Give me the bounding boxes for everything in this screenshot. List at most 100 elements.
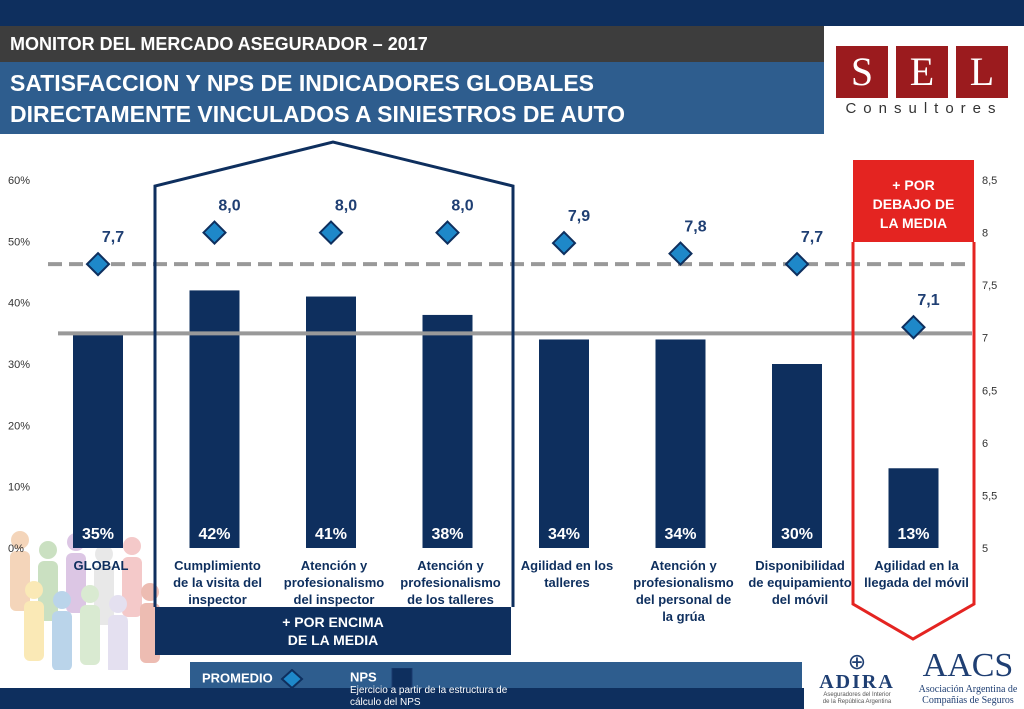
people-illustration (10, 531, 160, 670)
nps-bars (73, 290, 939, 548)
category-label: Agilidad en la llegada del móvil (864, 558, 969, 590)
monitor-label: MONITOR DEL MERCADO ASEGURADOR – 2017 (0, 26, 824, 62)
promedio-value-label: 7,9 (568, 208, 590, 225)
category-label-line: del móvil (772, 592, 828, 607)
right-axis-tick-label: 6 (982, 438, 988, 450)
category-label-line: de la visita del (173, 575, 262, 590)
category-label-line: Disponibilidad (755, 558, 845, 573)
category-label-line: profesionalismo (284, 575, 384, 590)
promedio-marker (668, 241, 693, 267)
adira-desc-2: de la República Argentina (822, 699, 892, 705)
above-average-frame (153, 140, 515, 607)
right-axis-tick-label: 7 (982, 333, 988, 345)
nps-value-label: 13% (897, 526, 929, 543)
category-label: Disponibilidad de equipamiento del móvil (748, 558, 851, 607)
category-label-line: la grúa (662, 609, 705, 624)
right-axis-tick-label: 5,5 (982, 490, 997, 502)
nps-bar (189, 290, 240, 548)
nps-value-label: 41% (315, 526, 347, 543)
bar-value-labels: 35% 42% 41% 38% 34% 34% 30% 13% (82, 526, 930, 543)
right-axis: 5 5,5 6 6,5 7 7,5 8 8,5 (982, 175, 997, 555)
category-label-line: Agilidad en la (874, 558, 959, 573)
category-label: GLOBAL (74, 558, 129, 573)
right-axis-tick-label: 5 (982, 543, 988, 555)
nps-bar (306, 296, 356, 548)
nps-satisfaction-chart: 0% 10% 20% 30% 40% 50% 60% 5 5,5 6 6,5 7 7,5 8 8,5 35… (8, 140, 997, 641)
reference-lines (48, 262, 972, 336)
promedio-marker (318, 220, 344, 245)
below-average-label-2: DEBAJO DE (872, 196, 955, 212)
promedio-marker (551, 230, 577, 256)
right-axis-tick-label: 8,5 (982, 175, 997, 187)
category-label-line: GLOBAL (74, 558, 129, 573)
left-axis-tick-label: 10% (8, 482, 30, 494)
aacs-logo: AACS Asociación Argentina de Compañías d… (914, 648, 1022, 708)
category-label: Atención y profesionalismo del inspector (284, 558, 384, 607)
nps-value-label: 38% (431, 526, 463, 543)
nps-bar (422, 314, 473, 548)
nps-bar (772, 364, 822, 548)
above-average-label-2: DE LA MEDIA (287, 632, 379, 648)
legend-note: Ejercicio a partir de la estructura de c… (350, 685, 508, 708)
below-average-frame (851, 242, 976, 641)
category-label-line: inspector (188, 592, 247, 607)
promedio-marker (85, 251, 111, 277)
logo-letter-s: S (836, 46, 888, 98)
category-label-line: llegada del móvil (864, 575, 969, 590)
legend-nps: NPS (350, 667, 414, 689)
category-label-line: del personal de (636, 592, 731, 607)
promedio-marker (202, 220, 227, 245)
logo-letter-l: L (956, 46, 1008, 98)
left-axis-tick-label: 20% (8, 420, 30, 432)
promedio-value-label: 7,7 (102, 229, 124, 246)
category-label-line: Atención y (417, 558, 484, 573)
category-label: Cumplimiento de la visita del inspector (173, 558, 262, 607)
left-axis-tick-label: 60% (8, 175, 30, 187)
category-label-line: talleres (544, 575, 590, 590)
category-label-line: de equipamiento (748, 575, 851, 590)
below-average-label-1: + POR (892, 177, 935, 193)
promedio-value-label: 7,8 (684, 219, 706, 236)
nps-value-label: 42% (198, 526, 230, 543)
promedio-value-label: 7,1 (917, 292, 939, 309)
above-average-box: + POR ENCIMA DE LA MEDIA (155, 607, 511, 655)
category-label-line: profesionalismo (633, 575, 733, 590)
category-label-line: de los talleres (407, 592, 494, 607)
adira-mark-icon: ⊕ (847, 649, 867, 674)
adira-desc-1: Aseguradores del Interior (823, 692, 891, 698)
nps-value-label: 35% (82, 526, 114, 543)
legend-promedio-label: PROMEDIO (202, 670, 273, 686)
logo-letter-e: E (896, 46, 948, 98)
left-axis: 0% 10% 20% 30% 40% 50% 60% (8, 175, 30, 555)
left-axis-tick-label: 40% (8, 298, 30, 310)
below-average-label-3: LA MEDIA (879, 215, 948, 231)
nps-value-label: 30% (781, 526, 813, 543)
promedio-markers (85, 220, 926, 340)
aacs-name: AACS (922, 647, 1014, 684)
logo-subtitle: Consultores (845, 100, 1003, 117)
aacs-desc-2: Compañías de Seguros (922, 695, 1014, 706)
nps-bar (888, 468, 939, 548)
promedio-marker (784, 251, 810, 277)
adira-name: ADIRA (819, 671, 895, 693)
promedio-value-label: 7,7 (801, 229, 823, 246)
page-title: SATISFACCION Y NPS DE INDICADORES GLOBAL… (0, 62, 824, 134)
legend-promedio: PROMEDIO (202, 668, 304, 690)
title-line-2: DIRECTAMENTE VINCULADOS A SINIESTROS DE … (10, 101, 626, 127)
category-label-line: Cumplimiento (174, 558, 261, 573)
category-label: Atención y profesionalismo del personal de… (633, 558, 733, 624)
marker-value-labels: 7,7 8,0 8,0 8,0 7,9 7,8 7,7 7,1 (102, 198, 940, 310)
diamond-icon (280, 668, 304, 690)
nps-value-label: 34% (548, 526, 580, 543)
legend-nps-label: NPS (350, 669, 377, 685)
aacs-desc-1: Asociación Argentina de (918, 684, 1018, 695)
left-axis-tick-label: 30% (8, 359, 30, 371)
category-label-line: del inspector (294, 592, 375, 607)
right-axis-tick-label: 6,5 (982, 385, 997, 397)
left-axis-tick-label: 0% (8, 543, 24, 555)
promedio-value-label: 8,0 (218, 198, 240, 215)
left-axis-tick-label: 50% (8, 236, 30, 248)
highlight-frames (153, 140, 976, 641)
promedio-value-label: 8,0 (451, 198, 473, 215)
nps-bar (539, 339, 589, 548)
